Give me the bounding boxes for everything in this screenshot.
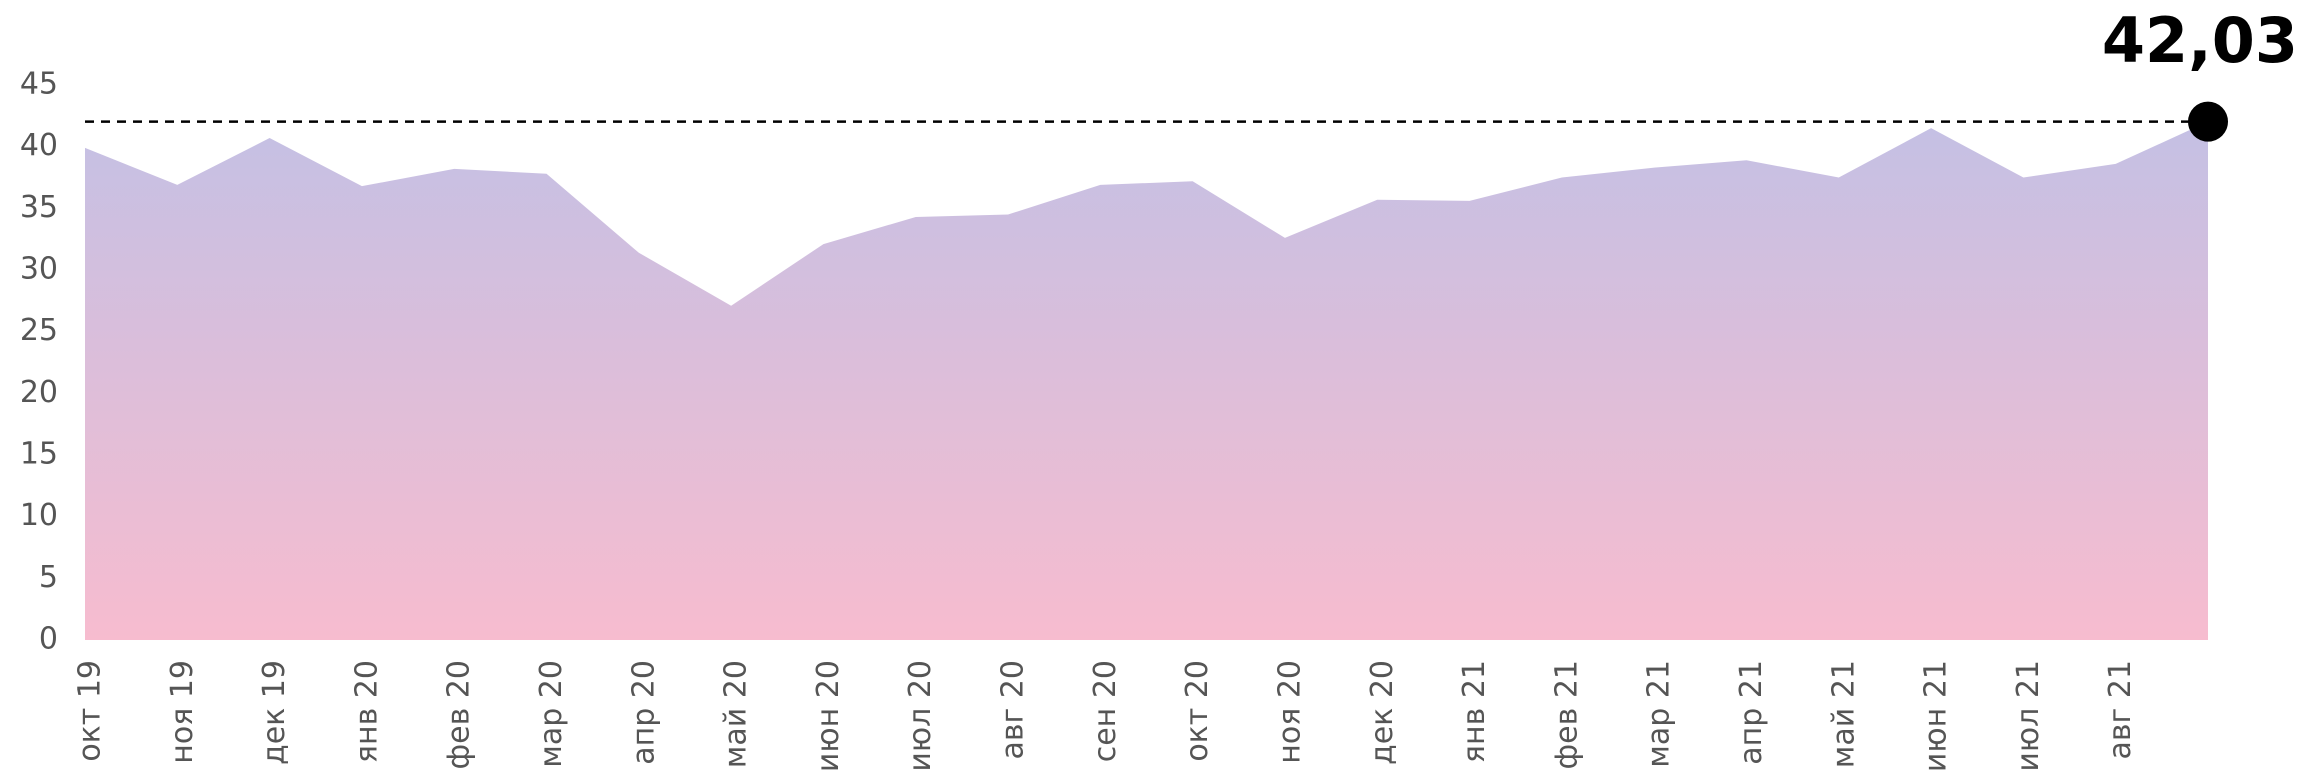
x-tick-label: дек 19 <box>257 660 292 765</box>
x-tick-label: май 21 <box>1826 660 1861 768</box>
x-tick-label: ноя 20 <box>1272 660 1307 764</box>
value-label: 42,03 <box>2102 4 2298 77</box>
x-tick-label: янв 21 <box>1457 660 1492 763</box>
x-tick-label: июн 20 <box>811 660 846 772</box>
y-tick-label: 5 <box>39 560 58 595</box>
x-tick-label: авг 21 <box>2103 660 2138 760</box>
y-tick-label: 45 <box>20 67 58 102</box>
x-tick-label: авг 20 <box>996 660 1031 760</box>
x-tick-label: ноя 19 <box>165 660 200 764</box>
x-tick-label: янв 20 <box>349 660 384 763</box>
x-tick-label: апр 20 <box>626 660 661 765</box>
x-tick-label: сен 20 <box>1088 660 1123 762</box>
y-tick-label: 40 <box>20 128 58 163</box>
x-tick-label: мар 20 <box>534 660 569 768</box>
point <box>2188 101 2228 142</box>
y-tick-label: 10 <box>20 498 58 533</box>
x-tick-label: фев 20 <box>442 660 477 770</box>
x-tick-label: июн 21 <box>1919 660 1954 772</box>
x-tick-label: фев 21 <box>1549 660 1584 770</box>
x-tick-label: июл 21 <box>2011 660 2046 772</box>
x-tick-label: мар 21 <box>1642 660 1677 768</box>
x-tick-label: май 20 <box>719 660 754 768</box>
y-tick-label: 35 <box>20 190 58 225</box>
y-tick-label: 15 <box>20 437 58 472</box>
x-tick-label: окт 20 <box>1180 660 1215 762</box>
x-tick-label: дек 20 <box>1365 660 1400 765</box>
y-tick-label: 0 <box>39 622 58 657</box>
x-tick-label: апр 21 <box>1734 660 1769 765</box>
y-tick-label: 20 <box>20 375 58 410</box>
y-tick-label: 30 <box>20 252 58 287</box>
x-tick-label: окт 19 <box>73 660 108 762</box>
x-tick-label: июл 20 <box>903 660 938 772</box>
area <box>85 121 2208 640</box>
y-tick-label: 25 <box>20 313 58 348</box>
